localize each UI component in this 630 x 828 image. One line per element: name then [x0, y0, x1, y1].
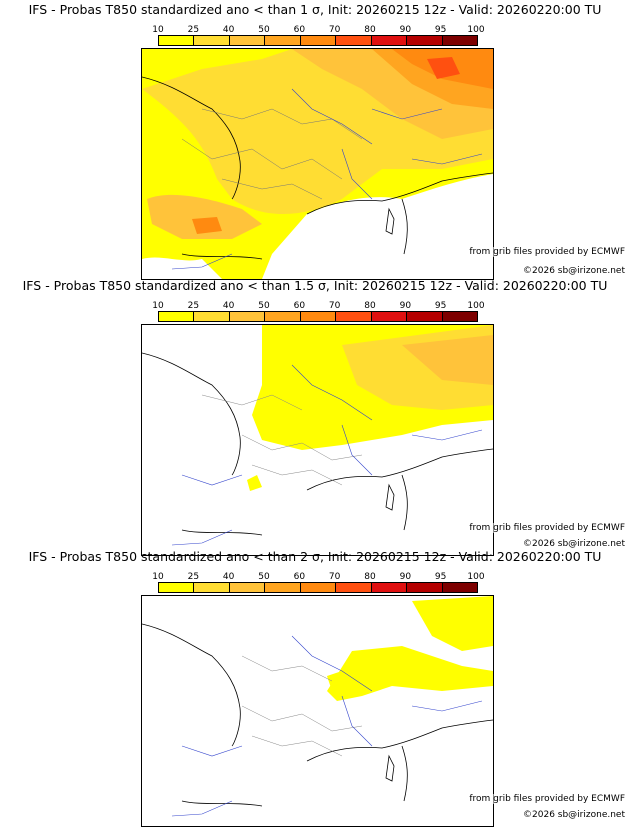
colorbar-swatch [229, 312, 266, 321]
colorbar-tick-label: 70 [328, 572, 341, 582]
colorbar-tick-label: 60 [293, 572, 306, 582]
colorbar-tick-label: 95 [434, 301, 447, 311]
colorbar-swatch [336, 583, 372, 592]
colorbar-swatch [159, 36, 195, 45]
prob-area-east [412, 596, 493, 651]
prob-area-south-core [192, 217, 222, 234]
colorbar-swatch [371, 312, 408, 321]
source-credit: from grib files provided by ECMWF [468, 523, 626, 533]
probability-map [141, 324, 494, 556]
colorbar-ticks: 10 25 40 50 60 70 80 90 95 100 [152, 25, 484, 35]
colorbar-tick-label: 80 [364, 572, 376, 582]
colorbar-ticks: 10 25 40 50 60 70 80 90 95 100 [152, 572, 484, 582]
copyright-credit: ©2026 sb@irizone.net [522, 266, 626, 276]
prob-area-central [327, 646, 493, 701]
probability-map [141, 595, 494, 827]
copyright-credit: ©2026 sb@irizone.net [522, 810, 626, 820]
probability-map [141, 48, 494, 280]
prob-area-70 [427, 57, 460, 79]
colorbar [158, 35, 478, 46]
colorbar-swatch [371, 36, 408, 45]
colorbar-tick-label: 70 [328, 301, 341, 311]
colorbar-tick-label: 60 [293, 25, 306, 35]
colorbar-tick-label: 40 [222, 25, 235, 35]
colorbar-tick-label: 25 [187, 301, 200, 311]
prob-area-small [247, 475, 262, 491]
colorbar-tick-label: 25 [187, 25, 200, 35]
colorbar-tick-label: 10 [152, 572, 164, 582]
colorbar-swatch [194, 583, 230, 592]
map-panel-2: IFS - Probas T850 standardized ano < tha… [0, 276, 630, 556]
panel-title: IFS - Probas T850 standardized ano < tha… [28, 2, 602, 17]
map-canvas [142, 49, 493, 279]
colorbar-swatch [442, 36, 477, 45]
copyright-credit: ©2026 sb@irizone.net [522, 539, 626, 549]
colorbar-swatch [265, 36, 301, 45]
colorbar-tick-label: 100 [467, 572, 485, 582]
colorbar-swatch [407, 36, 443, 45]
panel-title: IFS - Probas T850 standardized ano < tha… [22, 278, 608, 293]
prob-area-south [147, 194, 262, 239]
colorbar-tick-label: 60 [293, 301, 306, 311]
colorbar-swatch [194, 36, 230, 45]
colorbar-swatch [442, 312, 477, 321]
colorbar-tick-label: 80 [364, 301, 376, 311]
colorbar-tick-label: 90 [399, 572, 412, 582]
colorbar-tick-label: 10 [152, 25, 164, 35]
colorbar-swatch [229, 583, 266, 592]
colorbar-swatch [300, 583, 337, 592]
colorbar-tick-label: 50 [258, 572, 270, 582]
colorbar-tick-label: 95 [434, 25, 447, 35]
colorbar-tick-label: 100 [467, 25, 485, 35]
colorbar-swatch [265, 583, 301, 592]
colorbar-swatch [265, 312, 301, 321]
colorbar-tick-label: 25 [187, 572, 200, 582]
colorbar-tick-label: 95 [434, 572, 447, 582]
prob-area-alps [327, 671, 347, 691]
colorbar-swatch [159, 312, 195, 321]
map-panel-3: IFS - Probas T850 standardized ano < tha… [0, 547, 630, 827]
colorbar-tick-label: 90 [399, 25, 412, 35]
colorbar-tick-label: 40 [222, 301, 235, 311]
colorbar-swatch [194, 312, 230, 321]
colorbar-tick-label: 10 [152, 301, 164, 311]
colorbar-swatch [159, 583, 195, 592]
source-credit: from grib files provided by ECMWF [468, 247, 626, 257]
colorbar-ticks: 10 25 40 50 60 70 80 90 95 100 [152, 301, 484, 311]
map-canvas [142, 596, 493, 826]
colorbar-swatch [407, 583, 443, 592]
colorbar-tick-label: 50 [258, 301, 270, 311]
colorbar [158, 311, 478, 322]
colorbar-tick-label: 70 [328, 25, 341, 35]
colorbar-tick-label: 80 [364, 25, 376, 35]
colorbar-swatch [300, 312, 337, 321]
mediterranean-sea [262, 174, 493, 279]
colorbar-tick-label: 90 [399, 301, 412, 311]
panel-title: IFS - Probas T850 standardized ano < tha… [28, 549, 602, 564]
colorbar-swatch [229, 36, 266, 45]
source-credit: from grib files provided by ECMWF [468, 794, 626, 804]
prob-area-40 [402, 335, 493, 385]
colorbar [158, 582, 478, 593]
colorbar-swatch [336, 312, 372, 321]
colorbar-swatch [407, 312, 443, 321]
colorbar-swatch [371, 583, 408, 592]
colorbar-swatch [336, 36, 372, 45]
colorbar-tick-label: 50 [258, 25, 270, 35]
colorbar-swatch [300, 36, 337, 45]
map-panel-1: IFS - Probas T850 standardized ano < tha… [0, 0, 630, 280]
colorbar-swatch [442, 583, 477, 592]
map-canvas [142, 325, 493, 555]
colorbar-tick-label: 100 [467, 301, 485, 311]
colorbar-tick-label: 40 [222, 572, 235, 582]
